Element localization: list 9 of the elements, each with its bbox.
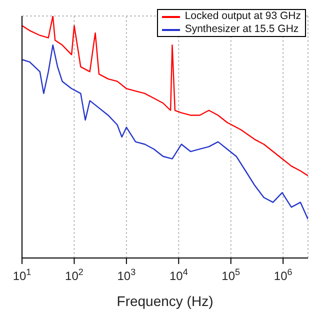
x-tick-label: 10$^{5}$: [222, 267, 240, 283]
x-axis-title: Frequency (Hz): [116, 293, 214, 309]
x-tick-label: 10$^{1}$: [12, 267, 32, 283]
x-tick-label: 10$^{6}$: [274, 267, 292, 283]
x-tick-label: 10$^{3}$: [117, 267, 136, 283]
legend-label: Synthesizer at 15.5 GHz: [184, 23, 299, 36]
legend-label: Locked output at 93 GHz: [184, 10, 301, 23]
x-tick-label: 10$^{4}$: [169, 267, 188, 283]
x-tick-label: 10$^{2}$: [65, 267, 84, 283]
